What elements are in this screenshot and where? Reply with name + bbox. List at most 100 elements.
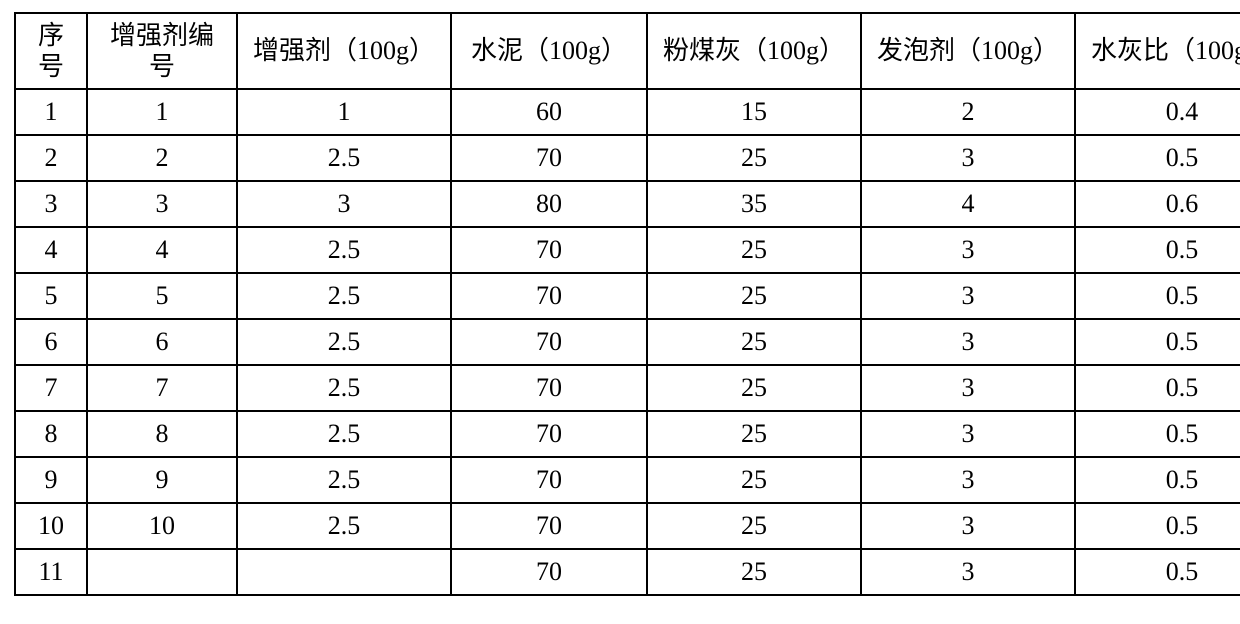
- cell-water-ratio: 0.5: [1075, 319, 1240, 365]
- cell-cement: 70: [451, 411, 647, 457]
- cell-index: 5: [15, 273, 87, 319]
- cell-cement: 70: [451, 227, 647, 273]
- cell-flyash: 15: [647, 89, 861, 135]
- cell-flyash: 25: [647, 273, 861, 319]
- cell-enhancer-id: [87, 549, 237, 595]
- cell-water-ratio: 0.5: [1075, 457, 1240, 503]
- cell-flyash: 25: [647, 135, 861, 181]
- cell-index: 10: [15, 503, 87, 549]
- cell-foaming: 3: [861, 273, 1075, 319]
- col-header-flyash: 粉煤灰（100g）: [647, 13, 861, 89]
- cell-index: 8: [15, 411, 87, 457]
- cell-water-ratio: 0.5: [1075, 503, 1240, 549]
- table-row: 7 7 2.5 70 25 3 0.5: [15, 365, 1240, 411]
- col-header-cement: 水泥（100g）: [451, 13, 647, 89]
- col-header-enhancer: 增强剂（100g）: [237, 13, 451, 89]
- table-row: 5 5 2.5 70 25 3 0.5: [15, 273, 1240, 319]
- cell-enhancer: 3: [237, 181, 451, 227]
- cell-cement: 70: [451, 457, 647, 503]
- cell-index: 11: [15, 549, 87, 595]
- cell-foaming: 3: [861, 549, 1075, 595]
- cell-water-ratio: 0.5: [1075, 411, 1240, 457]
- cell-enhancer-id: 10: [87, 503, 237, 549]
- cell-flyash: 25: [647, 227, 861, 273]
- cell-enhancer: 2.5: [237, 503, 451, 549]
- cell-enhancer-id: 9: [87, 457, 237, 503]
- cell-cement: 70: [451, 135, 647, 181]
- cell-enhancer: 2.5: [237, 365, 451, 411]
- cell-foaming: 3: [861, 319, 1075, 365]
- cell-index: 2: [15, 135, 87, 181]
- cell-index: 9: [15, 457, 87, 503]
- cell-flyash: 25: [647, 411, 861, 457]
- cell-enhancer-id: 5: [87, 273, 237, 319]
- cell-enhancer: [237, 549, 451, 595]
- cell-foaming: 3: [861, 365, 1075, 411]
- cell-cement: 70: [451, 273, 647, 319]
- table-row: 8 8 2.5 70 25 3 0.5: [15, 411, 1240, 457]
- cell-water-ratio: 0.4: [1075, 89, 1240, 135]
- cell-foaming: 3: [861, 227, 1075, 273]
- cell-cement: 70: [451, 319, 647, 365]
- cell-enhancer: 2.5: [237, 411, 451, 457]
- cell-enhancer-id: 3: [87, 181, 237, 227]
- cell-flyash: 25: [647, 457, 861, 503]
- cell-enhancer-id: 2: [87, 135, 237, 181]
- cell-index: 4: [15, 227, 87, 273]
- cell-flyash: 35: [647, 181, 861, 227]
- cell-cement: 80: [451, 181, 647, 227]
- cell-water-ratio: 0.5: [1075, 227, 1240, 273]
- cell-index: 1: [15, 89, 87, 135]
- table-row: 2 2 2.5 70 25 3 0.5: [15, 135, 1240, 181]
- cell-flyash: 25: [647, 503, 861, 549]
- cell-foaming: 4: [861, 181, 1075, 227]
- cell-cement: 70: [451, 503, 647, 549]
- col-header-enhancer-id: 增强剂编号: [87, 13, 237, 89]
- cell-water-ratio: 0.5: [1075, 365, 1240, 411]
- cell-water-ratio: 0.5: [1075, 273, 1240, 319]
- cell-foaming: 3: [861, 457, 1075, 503]
- cell-enhancer: 2.5: [237, 319, 451, 365]
- table-row: 3 3 3 80 35 4 0.6: [15, 181, 1240, 227]
- cell-water-ratio: 0.6: [1075, 181, 1240, 227]
- cell-enhancer: 2.5: [237, 227, 451, 273]
- cell-index: 7: [15, 365, 87, 411]
- cell-enhancer: 1: [237, 89, 451, 135]
- table-row: 10 10 2.5 70 25 3 0.5: [15, 503, 1240, 549]
- cell-foaming: 3: [861, 411, 1075, 457]
- cell-cement: 60: [451, 89, 647, 135]
- cell-flyash: 25: [647, 319, 861, 365]
- cell-enhancer-id: 1: [87, 89, 237, 135]
- cell-enhancer-id: 4: [87, 227, 237, 273]
- cell-water-ratio: 0.5: [1075, 549, 1240, 595]
- cell-water-ratio: 0.5: [1075, 135, 1240, 181]
- cell-foaming: 3: [861, 503, 1075, 549]
- data-table: 序号 增强剂编号 增强剂（100g） 水泥（100g） 粉煤灰（100g） 发泡…: [14, 12, 1240, 596]
- col-header-water-ratio: 水灰比（100g）: [1075, 13, 1240, 89]
- table-row: 6 6 2.5 70 25 3 0.5: [15, 319, 1240, 365]
- cell-flyash: 25: [647, 365, 861, 411]
- cell-enhancer-id: 6: [87, 319, 237, 365]
- page: 序号 增强剂编号 增强剂（100g） 水泥（100g） 粉煤灰（100g） 发泡…: [0, 0, 1240, 624]
- col-header-index: 序号: [15, 13, 87, 89]
- table-row: 1 1 1 60 15 2 0.4: [15, 89, 1240, 135]
- cell-flyash: 25: [647, 549, 861, 595]
- cell-enhancer-id: 7: [87, 365, 237, 411]
- cell-enhancer: 2.5: [237, 457, 451, 503]
- cell-foaming: 2: [861, 89, 1075, 135]
- cell-cement: 70: [451, 365, 647, 411]
- table-body: 1 1 1 60 15 2 0.4 2 2 2.5 70 25 3 0.5 3 …: [15, 89, 1240, 595]
- col-header-foaming: 发泡剂（100g）: [861, 13, 1075, 89]
- cell-enhancer: 2.5: [237, 273, 451, 319]
- cell-enhancer: 2.5: [237, 135, 451, 181]
- table-row: 9 9 2.5 70 25 3 0.5: [15, 457, 1240, 503]
- table-row: 4 4 2.5 70 25 3 0.5: [15, 227, 1240, 273]
- cell-enhancer-id: 8: [87, 411, 237, 457]
- table-header-row: 序号 增强剂编号 增强剂（100g） 水泥（100g） 粉煤灰（100g） 发泡…: [15, 13, 1240, 89]
- cell-foaming: 3: [861, 135, 1075, 181]
- cell-index: 3: [15, 181, 87, 227]
- table-head: 序号 增强剂编号 增强剂（100g） 水泥（100g） 粉煤灰（100g） 发泡…: [15, 13, 1240, 89]
- cell-index: 6: [15, 319, 87, 365]
- table-row: 11 70 25 3 0.5: [15, 549, 1240, 595]
- cell-cement: 70: [451, 549, 647, 595]
